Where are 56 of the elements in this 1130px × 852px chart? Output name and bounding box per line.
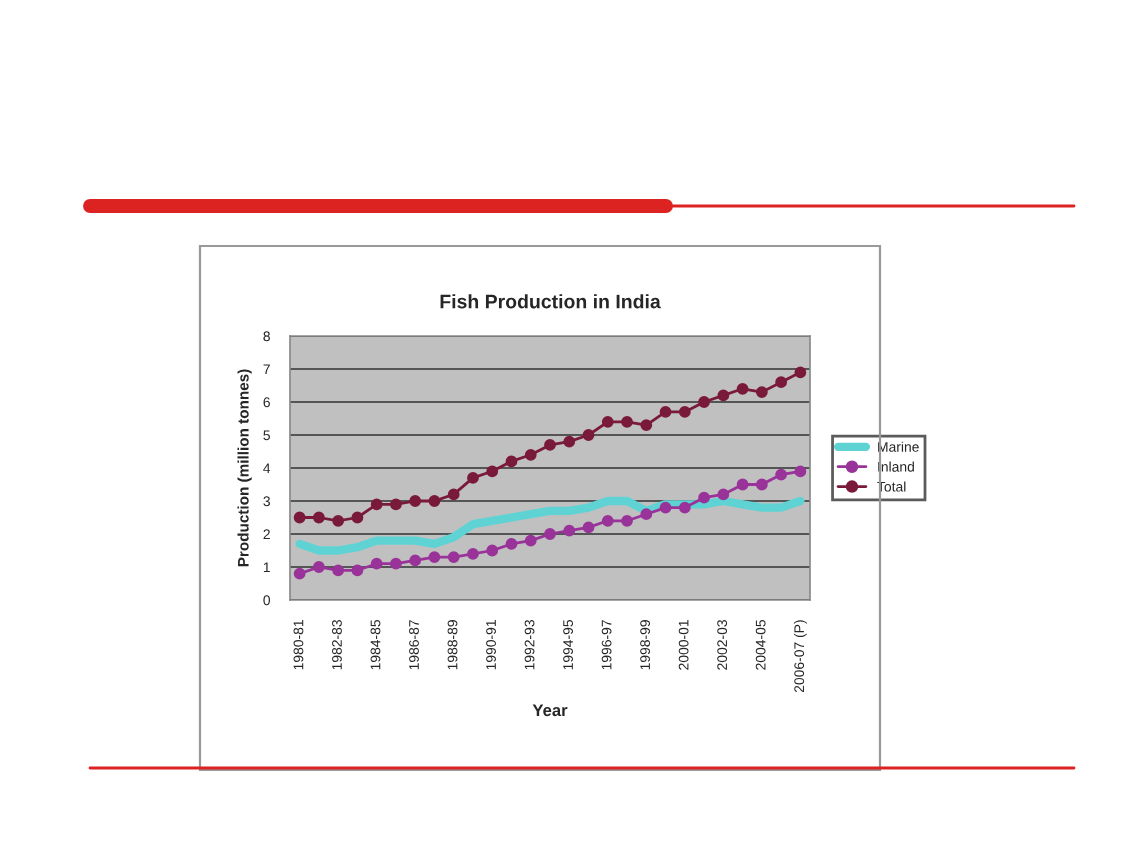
point: [332, 564, 345, 577]
point: [447, 551, 460, 563]
point: [390, 498, 402, 511]
point: [409, 554, 422, 567]
point: [698, 491, 710, 504]
point: [467, 472, 479, 484]
point: [505, 538, 518, 550]
point: [601, 415, 614, 428]
point: [736, 382, 749, 395]
point: [563, 435, 576, 448]
point: [678, 406, 691, 418]
point: [582, 429, 595, 441]
point: [390, 557, 402, 570]
point: [544, 528, 556, 540]
point: [678, 501, 691, 514]
point: [659, 406, 672, 418]
point: [428, 551, 441, 563]
point: [601, 514, 614, 527]
point: [698, 396, 710, 408]
point: [332, 514, 345, 527]
point: [351, 511, 364, 524]
point: [621, 514, 633, 527]
point: [505, 455, 518, 468]
point: [775, 468, 788, 481]
point: [544, 439, 556, 451]
point: [467, 547, 479, 560]
point: [659, 501, 672, 514]
point: [447, 488, 460, 501]
point: [621, 415, 633, 428]
point: [775, 376, 788, 389]
point: [293, 567, 306, 580]
point: [524, 534, 537, 547]
point: [717, 389, 730, 402]
point: [370, 498, 383, 511]
x-axis-title: Year: [532, 704, 568, 717]
point: [312, 511, 325, 524]
point: [640, 419, 653, 431]
point: [755, 386, 768, 398]
point: [312, 561, 325, 573]
point: [524, 448, 537, 461]
point: [428, 495, 441, 507]
point: [409, 495, 422, 507]
point: [640, 508, 653, 521]
point: [351, 564, 364, 577]
point: [486, 465, 499, 478]
point: [736, 478, 749, 491]
point: [486, 544, 499, 557]
point: [755, 478, 768, 491]
point: [582, 521, 595, 534]
point: [717, 488, 730, 501]
point: [370, 557, 383, 570]
point: [293, 511, 306, 524]
point: [794, 465, 807, 478]
point: [794, 366, 807, 379]
chart-title: Fish Production in India: [440, 294, 661, 309]
point: [563, 524, 576, 537]
